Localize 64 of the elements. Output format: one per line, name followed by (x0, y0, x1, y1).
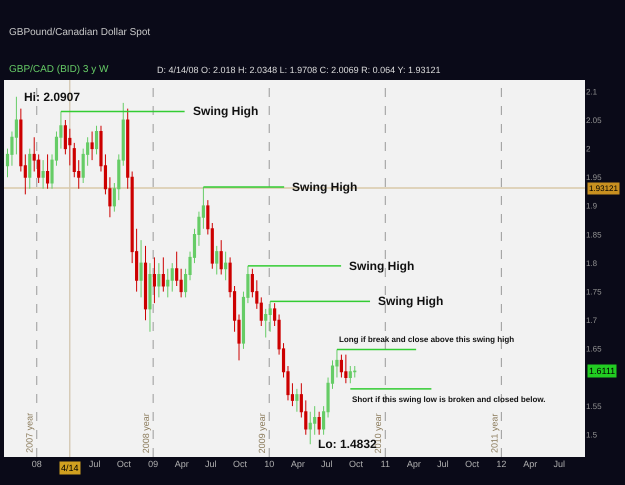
annotation: 1.6111 (589, 366, 616, 376)
candlestick (42, 160, 45, 190)
y-tick-label: 1.85 (586, 230, 602, 240)
candlestick (215, 245, 218, 276)
x-tick-label: 09 (148, 459, 158, 469)
candlestick (295, 388, 298, 412)
annotation: Hi: 2.0907 (24, 90, 80, 104)
y-tick-label: 2 (586, 144, 591, 154)
ref-line-label: 2009 year (257, 413, 268, 454)
annotation: Swing High (378, 294, 444, 308)
ref-line-label: 2011 year (490, 414, 500, 453)
y-tick-label: 2.1 (586, 87, 598, 96)
chart-subtitle: D: 4/14/08 O: 2.018 H: 2.0348 L: 1.9708 C: 2.0069 R: 0.064 Y: 1.93121 (157, 65, 441, 75)
y-tick-label: 1.5 (586, 430, 598, 440)
x-tick-label: Oct (116, 459, 132, 469)
x-tick-label: Apr (523, 459, 538, 469)
x-tick-label: Oct (349, 459, 364, 469)
annotation: Swing High (292, 180, 358, 194)
x-tick-label: Jul (437, 459, 449, 469)
y-tick-label: 1.75 (586, 287, 602, 296)
x-tick-label: Jul (204, 459, 216, 469)
ref-line-label: 2008 year (141, 413, 152, 454)
x-tick-label: Apr (406, 459, 421, 469)
ref-line-label: 1.93121 (589, 184, 618, 193)
y-tick-label: 1.9 (586, 202, 598, 211)
annotation: Short if this swing low is broken and closed below. (352, 395, 546, 404)
x-tick-label: Jul (88, 459, 100, 469)
ref-line-label: 4/14 (61, 463, 79, 473)
candlestick (46, 154, 50, 190)
x-tick-label: Apr (290, 459, 305, 469)
y-tick-label: 1.65 (586, 344, 602, 354)
annotation: Swing High (349, 259, 414, 273)
candlestick (139, 240, 143, 298)
ref-line-label: 2007 year (24, 412, 35, 453)
y-tick-label: 1.95 (586, 173, 602, 182)
x-tick-label: 10 (264, 459, 274, 469)
y-tick-label: 1.7 (586, 316, 598, 326)
candlestick (224, 251, 228, 281)
annotation: Long if break and close above this swing high (339, 335, 514, 344)
x-tick-label: Jul (321, 459, 333, 469)
candlestick (220, 240, 223, 276)
candlestick (144, 245, 148, 321)
text: GBPound/Canadian Dollar Spot (9, 27, 150, 38)
y-tick-label: 2.05 (586, 116, 602, 125)
candlestick (318, 411, 321, 436)
x-tick-label: Oct (465, 459, 480, 469)
candlestick (148, 262, 152, 332)
x-tick-label: Apr (174, 459, 189, 469)
x-tick-label: Oct (232, 459, 248, 469)
candlestick (152, 256, 156, 304)
y-tick-label: 1.55 (586, 402, 602, 411)
annotation: Swing High (193, 104, 258, 118)
chart-title: GBP/CAD (BID) 3 y W (9, 64, 110, 75)
candlestick (162, 256, 165, 292)
x-tick-label: 11 (380, 459, 390, 469)
candlestick (28, 148, 32, 190)
candlestick (157, 262, 160, 298)
y-tick-label: 1.8 (586, 258, 598, 268)
candlestick (90, 130, 94, 161)
candlestick (94, 125, 98, 155)
x-tick-label: 08 (32, 459, 42, 469)
candlestick (344, 354, 348, 384)
x-tick-label: 12 (496, 459, 506, 469)
x-tick-label: Jul (553, 459, 565, 469)
